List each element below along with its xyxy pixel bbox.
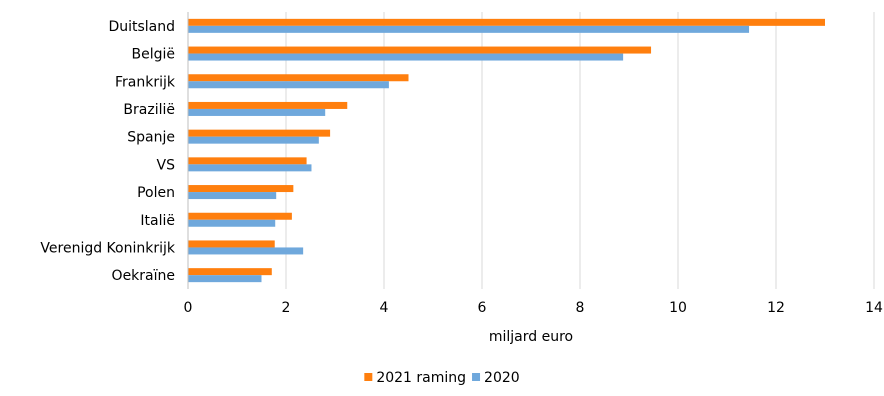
category-label: Verenigd Koninkrijk bbox=[40, 240, 175, 256]
bar-series2 bbox=[188, 247, 304, 255]
category-label: Duitsland bbox=[108, 19, 175, 35]
legend-label: 2020 bbox=[484, 370, 520, 386]
category-label: België bbox=[132, 47, 176, 63]
bar-series1 bbox=[188, 212, 292, 220]
category-label: VS bbox=[157, 157, 176, 173]
bar-series2 bbox=[188, 275, 262, 283]
bar-series1 bbox=[188, 129, 331, 137]
bar-series1 bbox=[188, 46, 652, 54]
legend-swatch bbox=[364, 373, 373, 381]
category-label: Polen bbox=[137, 185, 175, 201]
category-label: Spanje bbox=[127, 130, 175, 146]
bar-series1 bbox=[188, 185, 294, 193]
x-axis-title: miljard euro bbox=[489, 329, 573, 345]
bar-series1 bbox=[188, 18, 825, 26]
x-tick-label: 8 bbox=[576, 300, 585, 316]
category-label: Frankrijk bbox=[115, 74, 176, 90]
bar-series2 bbox=[188, 25, 750, 33]
bars bbox=[188, 18, 825, 283]
bar-series2 bbox=[188, 219, 276, 227]
bar-series1 bbox=[188, 240, 275, 248]
category-labels: Duitsland België Frankrijk Brazilië Spanje VS… bbox=[40, 19, 175, 284]
x-tick-label: 12 bbox=[767, 300, 785, 316]
legend-label: 2021 raming bbox=[376, 370, 466, 386]
legend: 2021 raming 2020 bbox=[364, 370, 520, 386]
x-tick-label: 6 bbox=[478, 300, 487, 316]
x-tick-label: 2 bbox=[282, 300, 291, 316]
bar-series2 bbox=[188, 136, 319, 144]
x-tick-label: 10 bbox=[669, 300, 687, 316]
bar-series1 bbox=[188, 268, 272, 276]
bar-series1 bbox=[188, 157, 307, 165]
category-label: Brazilië bbox=[123, 102, 175, 118]
bar-series1 bbox=[188, 101, 348, 109]
bar-series2 bbox=[188, 81, 389, 89]
x-tick-label: 4 bbox=[380, 300, 389, 316]
category-label: Italië bbox=[140, 213, 175, 229]
x-tick-labels: 0 2 4 6 8 10 12 14 bbox=[184, 300, 883, 316]
bar-series2 bbox=[188, 108, 326, 116]
bar-series2 bbox=[188, 164, 312, 172]
category-label: Oekraïne bbox=[112, 268, 175, 284]
x-tick-label: 14 bbox=[865, 300, 883, 316]
x-tick-label: 0 bbox=[184, 300, 193, 316]
legend-swatch bbox=[472, 373, 481, 381]
bar-series2 bbox=[188, 192, 277, 200]
bar-series1 bbox=[188, 74, 409, 82]
bar-series2 bbox=[188, 53, 624, 61]
